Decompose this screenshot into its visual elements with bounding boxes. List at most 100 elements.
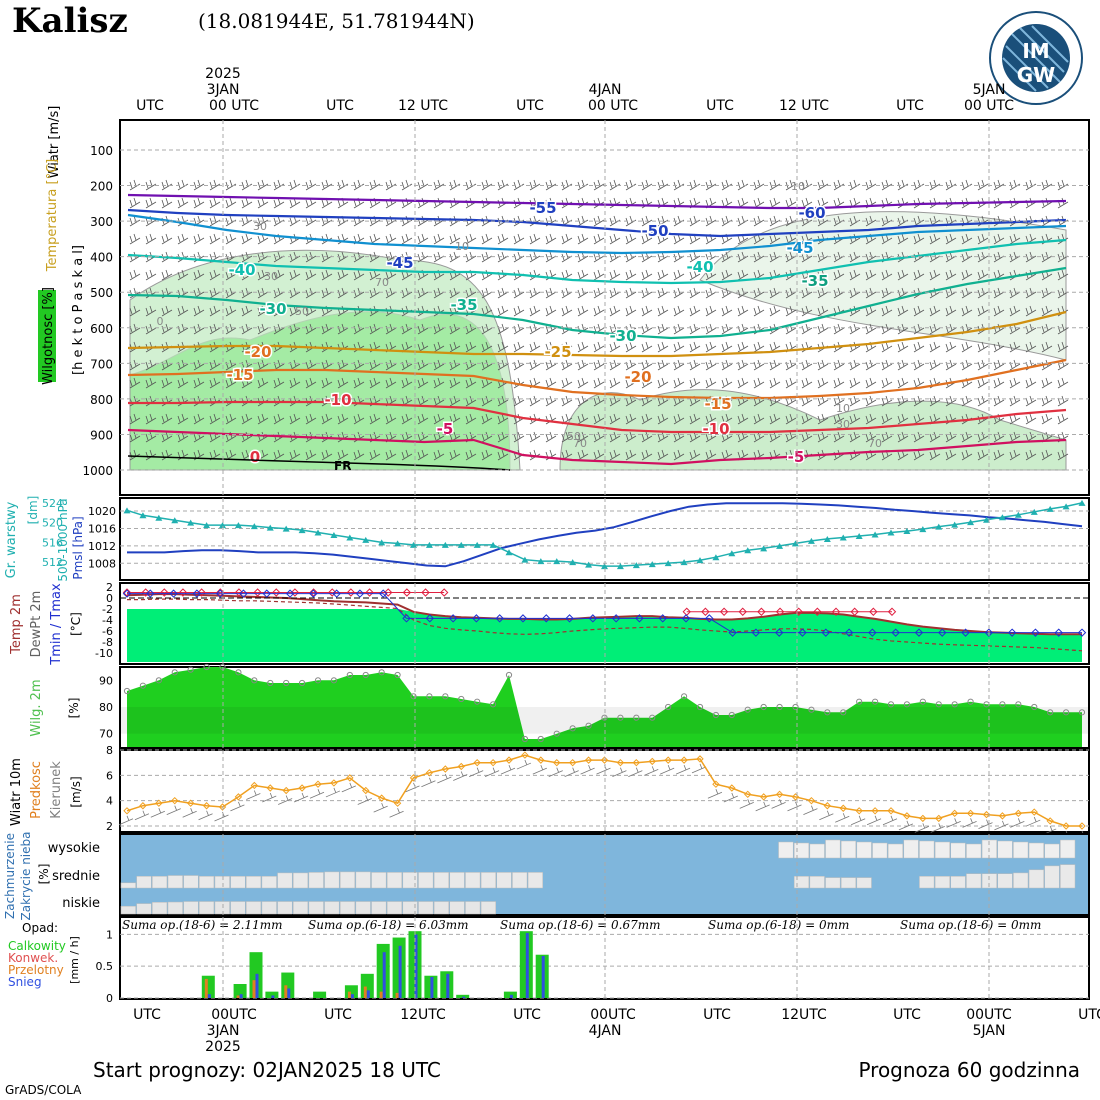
humidity-marker: [314, 677, 322, 684]
wind-barb: [657, 377, 669, 389]
wind-barb: [449, 287, 461, 299]
wind-barb: [145, 269, 157, 281]
mid-cloud-bar: [1013, 872, 1029, 889]
wind-barb: [273, 377, 285, 389]
wind-barb: [561, 179, 573, 191]
station-coordinates: (18.081944E, 51.781944N): [198, 9, 475, 33]
wind-barb: [449, 179, 461, 191]
thickness-marker: [632, 562, 640, 569]
wind-barb: [817, 179, 829, 191]
mid-cloud-bar: [214, 876, 230, 889]
humidity-tick-label: 90: [99, 674, 113, 687]
precip-snow-bar: [350, 994, 354, 998]
thickness-marker: [935, 523, 943, 530]
wind-barb: [801, 179, 813, 191]
top-tick-label: 00 UTC: [588, 98, 638, 114]
wind-speed-marker: [935, 814, 943, 823]
precip-total-bar: [456, 994, 470, 998]
high-cloud-bar: [997, 840, 1013, 859]
wind-barb: [129, 305, 141, 317]
wind-barb: [961, 341, 973, 353]
wind-barb: [449, 449, 461, 461]
wind-barb: [369, 377, 381, 389]
wind-barb: [305, 377, 317, 389]
wind-barb: [529, 305, 541, 317]
wind-barb: [241, 449, 253, 461]
upper-air-panel: -55 -60-50-45-40-45-40-35-30 -35-30-20 -25-…: [38, 106, 1090, 496]
thickness-marker: [505, 549, 513, 556]
low-cloud-bar: [402, 901, 418, 915]
wind-barb: [769, 287, 781, 299]
pressure-tick-label: 200: [90, 180, 113, 194]
wind-barb: [801, 431, 813, 443]
precip-snow-bar: [255, 973, 259, 998]
isoline-label: -40: [228, 261, 255, 279]
wind-barb: [257, 449, 269, 461]
wind-barb: [177, 179, 189, 191]
humidity-marker: [171, 669, 178, 676]
tmin-marker: [681, 614, 691, 623]
wind-barb: [849, 269, 861, 281]
wind-barb: [1041, 413, 1053, 425]
wind-speed-marker: [202, 802, 211, 810]
low-cloud-bar: [386, 901, 403, 915]
wind-barb: [385, 179, 397, 191]
wind-barb: [977, 431, 989, 443]
wind-barb: [593, 179, 605, 191]
wind-barb: [209, 179, 221, 191]
mid-cloud-bar: [856, 877, 872, 889]
wind-barb: [819, 810, 834, 821]
wind-barb: [161, 377, 173, 389]
precip-showery-bar: [284, 985, 288, 998]
isoline-label: -20: [244, 343, 271, 361]
wind-barb: [225, 413, 237, 425]
wind-barb: [593, 341, 605, 353]
wind-barb: [577, 287, 589, 299]
wind-barb: [545, 431, 557, 443]
isoline-label: -45: [386, 254, 413, 272]
wind-barb: [625, 449, 637, 461]
mid-cloud-bar: [418, 872, 434, 889]
wind-barb: [689, 269, 701, 281]
mid-cloud-bar: [308, 872, 324, 889]
humidity-area: [127, 667, 1082, 747]
wind-barb: [737, 377, 749, 389]
wind-barb: [129, 197, 141, 209]
precip-legend-title: Opad:: [22, 921, 58, 935]
wind-barb: [513, 341, 525, 353]
wind-barb: [803, 805, 818, 816]
humidity-marker: [696, 703, 704, 711]
wind-barb: [513, 233, 525, 245]
thickness-marker: [807, 537, 815, 544]
wind-barb: [561, 377, 573, 389]
wind-barb: [689, 305, 701, 317]
mid-cloud-bar: [465, 872, 481, 889]
wind-barb: [134, 810, 150, 821]
wind-barb: [609, 179, 621, 191]
sky-cover-axis-label: Zakrycie nieba: [19, 832, 33, 921]
wind-barb: [529, 431, 541, 443]
wind-barb: [166, 805, 181, 816]
wind-barb: [241, 197, 253, 209]
wind-speed-marker: [234, 793, 243, 801]
wind-barb: [385, 377, 397, 389]
bottom-tick-label: 00UTC: [590, 1007, 636, 1023]
wind-barb: [321, 269, 333, 281]
pmsl-tick-label: 1012: [88, 540, 116, 553]
tmax-marker: [701, 607, 710, 616]
humidity-marker: [1047, 709, 1054, 716]
wind-barb: [865, 287, 877, 299]
high-cloud-bar: [1044, 843, 1060, 859]
low-cloud-bar: [371, 901, 387, 915]
tmin-marker: [146, 589, 155, 598]
mid-cloud-bar: [527, 872, 543, 889]
wind-barb: [289, 323, 301, 335]
wind-barb: [801, 377, 813, 389]
wind-barb: [593, 449, 605, 461]
wind-barb: [497, 305, 509, 317]
wind-speed-marker: [871, 807, 879, 815]
wind-barb: [866, 815, 882, 826]
wind-barb: [161, 323, 173, 335]
bottom-tick-label: UTC: [133, 1007, 161, 1023]
wind-barb: [417, 413, 429, 425]
